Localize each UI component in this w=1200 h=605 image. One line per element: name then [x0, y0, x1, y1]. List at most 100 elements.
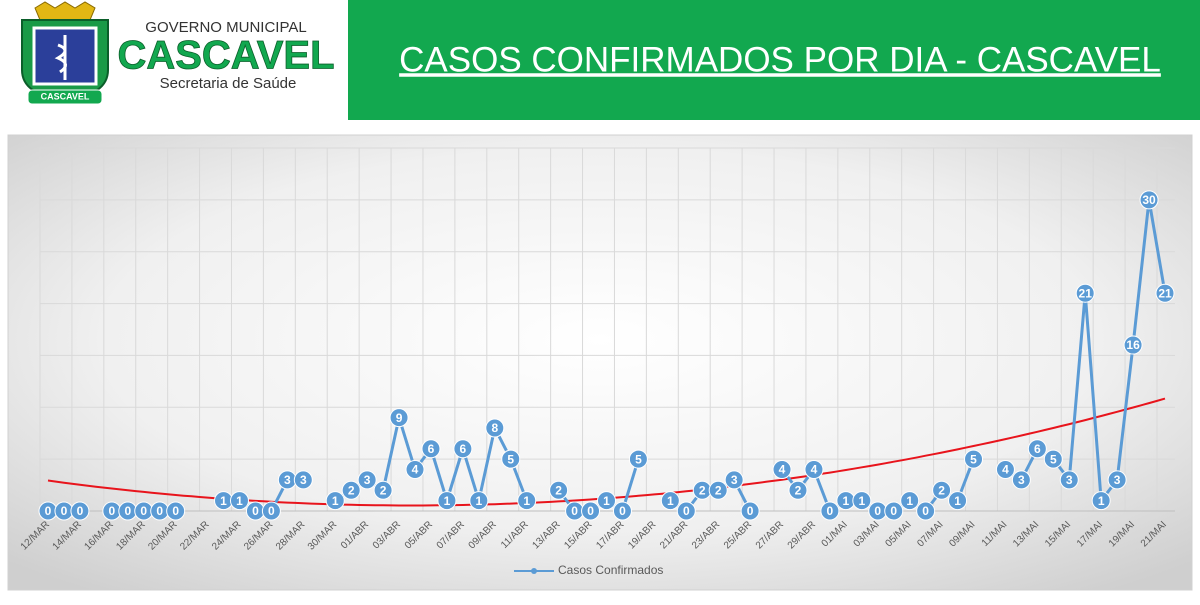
title-banner — [348, 0, 1200, 120]
data-point — [676, 501, 696, 521]
org-top: GOVERNO MUNICIPAL — [145, 19, 306, 36]
data-label: 0 — [140, 504, 147, 518]
data-label: 5 — [507, 452, 514, 466]
data-point — [517, 491, 537, 511]
data-label: 0 — [108, 504, 115, 518]
data-label: 3 — [731, 473, 738, 487]
data-label: 4 — [1002, 463, 1009, 477]
logo: CASCAVEL GOVERNO MUNICIPAL CASCAVEL Secr… — [21, 1, 335, 105]
data-label: 1 — [954, 494, 961, 508]
data-label: 2 — [555, 483, 562, 497]
data-label: 0 — [45, 504, 52, 518]
data-label: 1 — [332, 494, 339, 508]
data-label: 6 — [1034, 442, 1041, 456]
data-point — [597, 491, 616, 511]
data-point — [1011, 470, 1031, 490]
data-point — [916, 501, 936, 521]
data-label: 1 — [236, 494, 243, 508]
data-label: 5 — [970, 452, 977, 466]
data-label: 2 — [795, 483, 802, 497]
data-label: 6 — [428, 442, 435, 456]
data-label: 2 — [715, 483, 722, 497]
data-label: 1 — [1098, 494, 1105, 508]
data-point — [660, 491, 680, 511]
data-label: 0 — [156, 504, 163, 518]
data-point — [1123, 335, 1143, 355]
data-point — [357, 470, 377, 490]
data-point — [612, 501, 632, 521]
data-label: 2 — [938, 483, 945, 497]
data-point — [261, 501, 281, 521]
data-point — [166, 501, 186, 521]
data-point — [229, 491, 249, 511]
data-label: 30 — [1142, 193, 1156, 207]
data-label: 5 — [1050, 452, 1057, 466]
chart-area — [7, 134, 1193, 591]
data-label: 0 — [571, 504, 578, 518]
data-label: 3 — [1066, 473, 1073, 487]
data-label: 0 — [172, 504, 179, 518]
data-label: 6 — [460, 442, 467, 456]
data-point — [581, 501, 601, 521]
data-point — [804, 460, 824, 480]
data-point — [852, 491, 872, 511]
data-label: 9 — [396, 411, 403, 425]
data-label: 0 — [77, 504, 84, 518]
data-label: 4 — [412, 463, 419, 477]
data-point — [469, 491, 489, 511]
data-point — [373, 480, 393, 500]
data-point — [900, 491, 920, 511]
legend-marker — [531, 568, 537, 574]
data-point — [772, 460, 792, 480]
data-label: 0 — [874, 504, 881, 518]
badge-ribbon: CASCAVEL — [41, 91, 90, 101]
data-point — [405, 460, 425, 480]
data-point — [70, 501, 90, 521]
data-label: 3 — [1018, 473, 1025, 487]
data-label: 21 — [1158, 286, 1172, 300]
data-label: 21 — [1079, 286, 1093, 300]
data-label: 1 — [843, 494, 850, 508]
data-point — [389, 408, 409, 428]
data-label: 3 — [284, 473, 291, 487]
data-label: 0 — [252, 504, 259, 518]
data-label: 2 — [380, 483, 387, 497]
data-point — [1043, 449, 1063, 469]
data-label: 2 — [348, 483, 355, 497]
data-point — [453, 439, 473, 459]
data-label: 8 — [491, 421, 498, 435]
data-label: 1 — [444, 494, 451, 508]
data-label: 0 — [747, 504, 754, 518]
data-label: 1 — [667, 494, 674, 508]
data-label: 4 — [779, 463, 786, 477]
data-point — [932, 480, 952, 500]
data-point — [964, 449, 984, 469]
data-label: 0 — [922, 504, 929, 518]
data-label: 1 — [858, 494, 865, 508]
data-point — [1027, 439, 1047, 459]
org-sub: Secretaria de Saúde — [160, 75, 297, 92]
data-point — [341, 480, 361, 500]
data-label: 0 — [890, 504, 897, 518]
data-point — [788, 480, 808, 500]
data-point — [995, 460, 1015, 480]
data-point — [884, 501, 904, 521]
data-point — [485, 418, 505, 438]
data-label: 1 — [523, 494, 530, 508]
data-label: 1 — [475, 494, 482, 508]
data-point — [501, 449, 521, 469]
data-label: 5 — [635, 452, 642, 466]
data-point — [1091, 491, 1111, 511]
data-label: 1 — [603, 494, 610, 508]
data-point — [724, 470, 744, 490]
data-label: 1 — [220, 494, 227, 508]
legend-label: Casos Confirmados — [558, 563, 663, 577]
data-label: 3 — [1114, 473, 1121, 487]
data-point — [1155, 283, 1175, 303]
data-point — [628, 449, 648, 469]
data-label: 3 — [364, 473, 371, 487]
data-label: 4 — [811, 463, 818, 477]
data-point — [1059, 470, 1079, 490]
